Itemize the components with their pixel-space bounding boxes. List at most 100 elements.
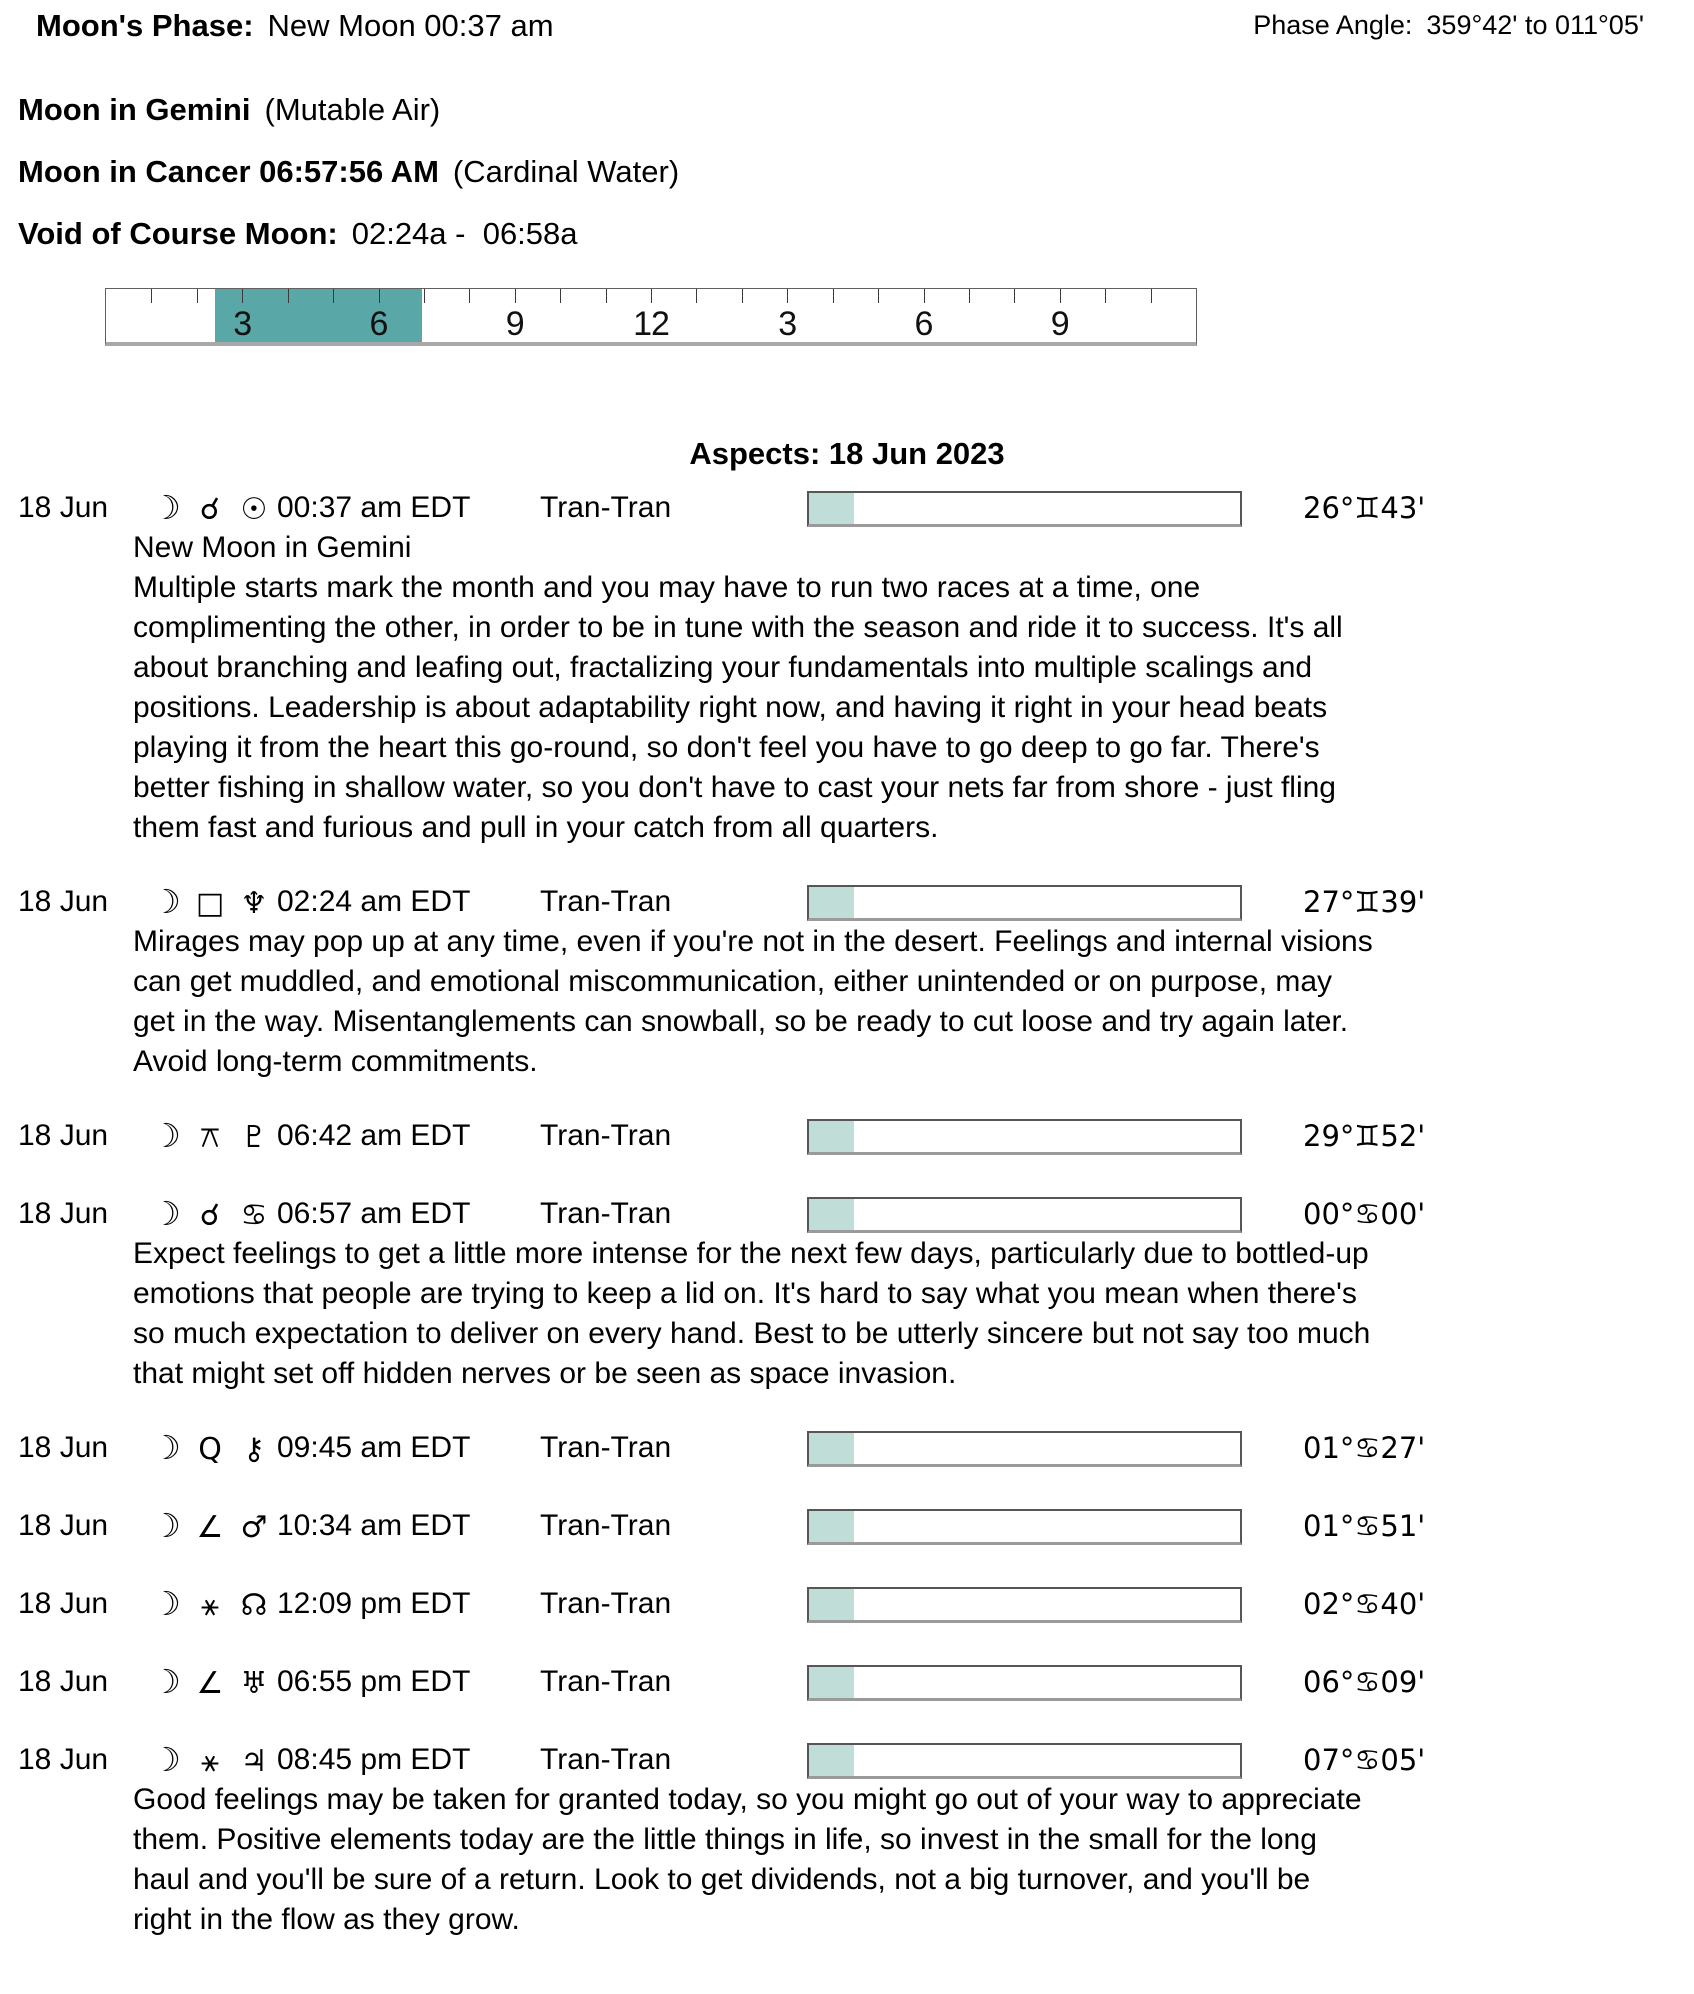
ruler-hour-label: 6 — [914, 305, 934, 343]
ruler-tick — [696, 289, 698, 303]
aspect-block: 18 Jun ☽ ☌ ☉ 00:37 am EDT Tran-Tran 26°♊43… — [0, 488, 1694, 848]
aspects-list: 18 Jun ☽ ☌ ☉ 00:37 am EDT Tran-Tran 26°♊43… — [0, 488, 1694, 1940]
voc-highlight-region — [215, 289, 423, 342]
moon-icon: ☽ — [151, 1428, 181, 1467]
aspect-description: Expect feelings to get a little more int… — [133, 1237, 1371, 1390]
aspect-date: 18 Jun — [18, 1197, 109, 1230]
moon-sign-line-2: Moon in Cancer 06:57:56 AM (Cardinal Wate… — [18, 154, 1694, 190]
ruler-tick — [423, 289, 425, 303]
ruler-hour-label: 3 — [233, 305, 252, 343]
aspect-semisquare-icon: ∠ — [196, 1510, 224, 1545]
aspect-quintile-icon: Q — [198, 1432, 222, 1467]
symbol-neptune-icon: ♆ — [240, 886, 268, 921]
aspect-date: 18 Jun — [18, 1665, 109, 1698]
aspect-row: 18 Jun ☽ □ ♆ 02:24 am EDT Tran-Tran 27°♊39… — [0, 882, 1694, 922]
ruler-tick — [923, 289, 925, 303]
ruler-tick — [605, 289, 607, 303]
symbol-mars-icon: ♂ — [240, 1510, 268, 1545]
aspect-progress-bar — [807, 1587, 1242, 1623]
symbol-jupiter-icon: ♃ — [240, 1744, 268, 1779]
aspect-progress-fill — [809, 1121, 855, 1152]
aspect-conjunction-icon: ☌ — [199, 492, 221, 527]
aspect-progress-fill — [809, 1745, 855, 1776]
aspect-date: 18 Jun — [18, 1509, 109, 1542]
aspect-progress-bar — [807, 1743, 1242, 1779]
moon-icon: ☽ — [151, 1194, 181, 1233]
moon-sign-2-normal: (Cardinal Water) — [452, 154, 680, 189]
ruler-tick — [378, 289, 380, 303]
aspect-date: 18 Jun — [18, 1587, 109, 1620]
aspect-block: 18 Jun ☽ ⚹ ☊ 12:09 pm EDT Tran-Tran 02°♋40… — [0, 1584, 1694, 1624]
voc-value: 02:24a - 06:58a — [351, 216, 578, 251]
moon-icon: ☽ — [151, 1506, 181, 1545]
ruler-hour-label: 9 — [505, 305, 525, 343]
ruler-tick — [741, 289, 743, 303]
ruler-tick — [1150, 289, 1152, 303]
ruler-tick — [514, 289, 516, 303]
ruler-hour-label: 3 — [778, 305, 797, 343]
aspect-time: 06:57 am EDT — [277, 1197, 471, 1230]
aspect-block: 18 Jun ☽ □ ♆ 02:24 am EDT Tran-Tran 27°♊39… — [0, 882, 1694, 1082]
aspect-row: 18 Jun ☽ ⚻ ♇ 06:42 am EDT Tran-Tran 29°♊52… — [0, 1116, 1694, 1156]
aspect-sextile-icon: ⚹ — [201, 1588, 219, 1623]
aspect-block: 18 Jun ☽ ∠ ♅ 06:55 pm EDT Tran-Tran 06°♋09… — [0, 1662, 1694, 1702]
aspect-block: 18 Jun ☽ ⚹ ♃ 08:45 pm EDT Tran-Tran 07°♋05… — [0, 1740, 1694, 1940]
aspect-type: Tran-Tran — [540, 1587, 672, 1620]
symbol-sun-icon: ☉ — [240, 492, 268, 527]
aspect-symbols: ☽ ☌ ♋ — [144, 1194, 276, 1236]
aspect-semisquare-icon: ∠ — [196, 1666, 224, 1701]
aspect-block: 18 Jun ☽ ∠ ♂ 10:34 am EDT Tran-Tran 01°♋51… — [0, 1506, 1694, 1546]
header-row-phase: Moon's Phase: New Moon 00:37 am Phase Ang… — [18, 8, 1694, 48]
ruler-hour-label: 12 — [633, 305, 670, 343]
aspect-time: 10:34 am EDT — [277, 1509, 471, 1542]
aspect-time: 08:45 pm EDT — [277, 1743, 471, 1776]
aspect-type: Tran-Tran — [540, 1743, 672, 1776]
aspect-symbols: ☽ ⚹ ♃ — [144, 1740, 276, 1782]
ruler-tick — [151, 289, 153, 303]
ruler-hour-label: 6 — [369, 305, 389, 343]
aspect-date: 18 Jun — [18, 1431, 109, 1464]
aspect-description: New Moon in Gemini Multiple starts mark … — [133, 531, 1343, 844]
aspect-progress-fill — [809, 1511, 855, 1542]
ruler-tick — [1014, 289, 1016, 303]
symbol-cancer-sign-icon: ♋ — [240, 1198, 268, 1233]
aspect-degree: 01°♋51' — [1303, 1509, 1426, 1543]
aspect-date: 18 Jun — [18, 1743, 109, 1776]
aspect-time: 06:55 pm EDT — [277, 1665, 471, 1698]
ruler-tick — [287, 289, 289, 303]
moon-icon: ☽ — [151, 882, 181, 921]
aspect-time: 02:24 am EDT — [277, 885, 471, 918]
phase-angle-value: 359°42' to 011°05' — [1426, 10, 1644, 40]
aspect-type: Tran-Tran — [540, 1197, 672, 1230]
aspect-type: Tran-Tran — [540, 1509, 672, 1542]
aspect-progress-fill — [809, 1199, 855, 1230]
ruler-tick — [1059, 289, 1061, 303]
aspect-sextile-icon: ⚹ — [201, 1744, 219, 1779]
ruler-tick — [242, 289, 244, 303]
aspect-progress-bar — [807, 1119, 1242, 1155]
moon-sign-2-bold: Moon in Cancer 06:57:56 AM — [18, 154, 439, 189]
aspect-progress-fill — [809, 1433, 855, 1464]
aspect-degree: 27°♊39' — [1303, 885, 1426, 919]
aspect-progress-bar — [807, 491, 1242, 527]
aspect-block: 18 Jun ☽ Q ⚷ 09:45 am EDT Tran-Tran 01°♋27… — [0, 1428, 1694, 1468]
aspect-progress-bar — [807, 885, 1242, 921]
aspect-time: 06:42 am EDT — [277, 1119, 471, 1152]
symbol-uranus-icon: ♅ — [240, 1666, 268, 1701]
ruler-tick — [651, 289, 652, 303]
aspect-type: Tran-Tran — [540, 885, 672, 918]
aspect-date: 18 Jun — [18, 1119, 109, 1152]
ruler-tick — [968, 289, 970, 303]
aspect-date: 18 Jun — [18, 885, 109, 918]
aspect-quincunx-icon: ⚻ — [200, 1120, 220, 1155]
aspect-row: 18 Jun ☽ Q ⚷ 09:45 am EDT Tran-Tran 01°♋27… — [0, 1428, 1694, 1468]
aspect-symbols: ☽ Q ⚷ — [144, 1428, 276, 1470]
moons-phase-label: Moon's Phase: — [36, 8, 254, 43]
aspect-progress-fill — [809, 887, 855, 918]
aspect-progress-bar — [807, 1665, 1242, 1701]
aspect-type: Tran-Tran — [540, 1665, 672, 1698]
aspect-progress-fill — [809, 1667, 855, 1698]
aspect-symbols: ☽ ∠ ♂ — [144, 1506, 276, 1548]
aspect-square-icon: □ — [195, 886, 225, 921]
aspect-symbols: ☽ □ ♆ — [144, 882, 276, 924]
